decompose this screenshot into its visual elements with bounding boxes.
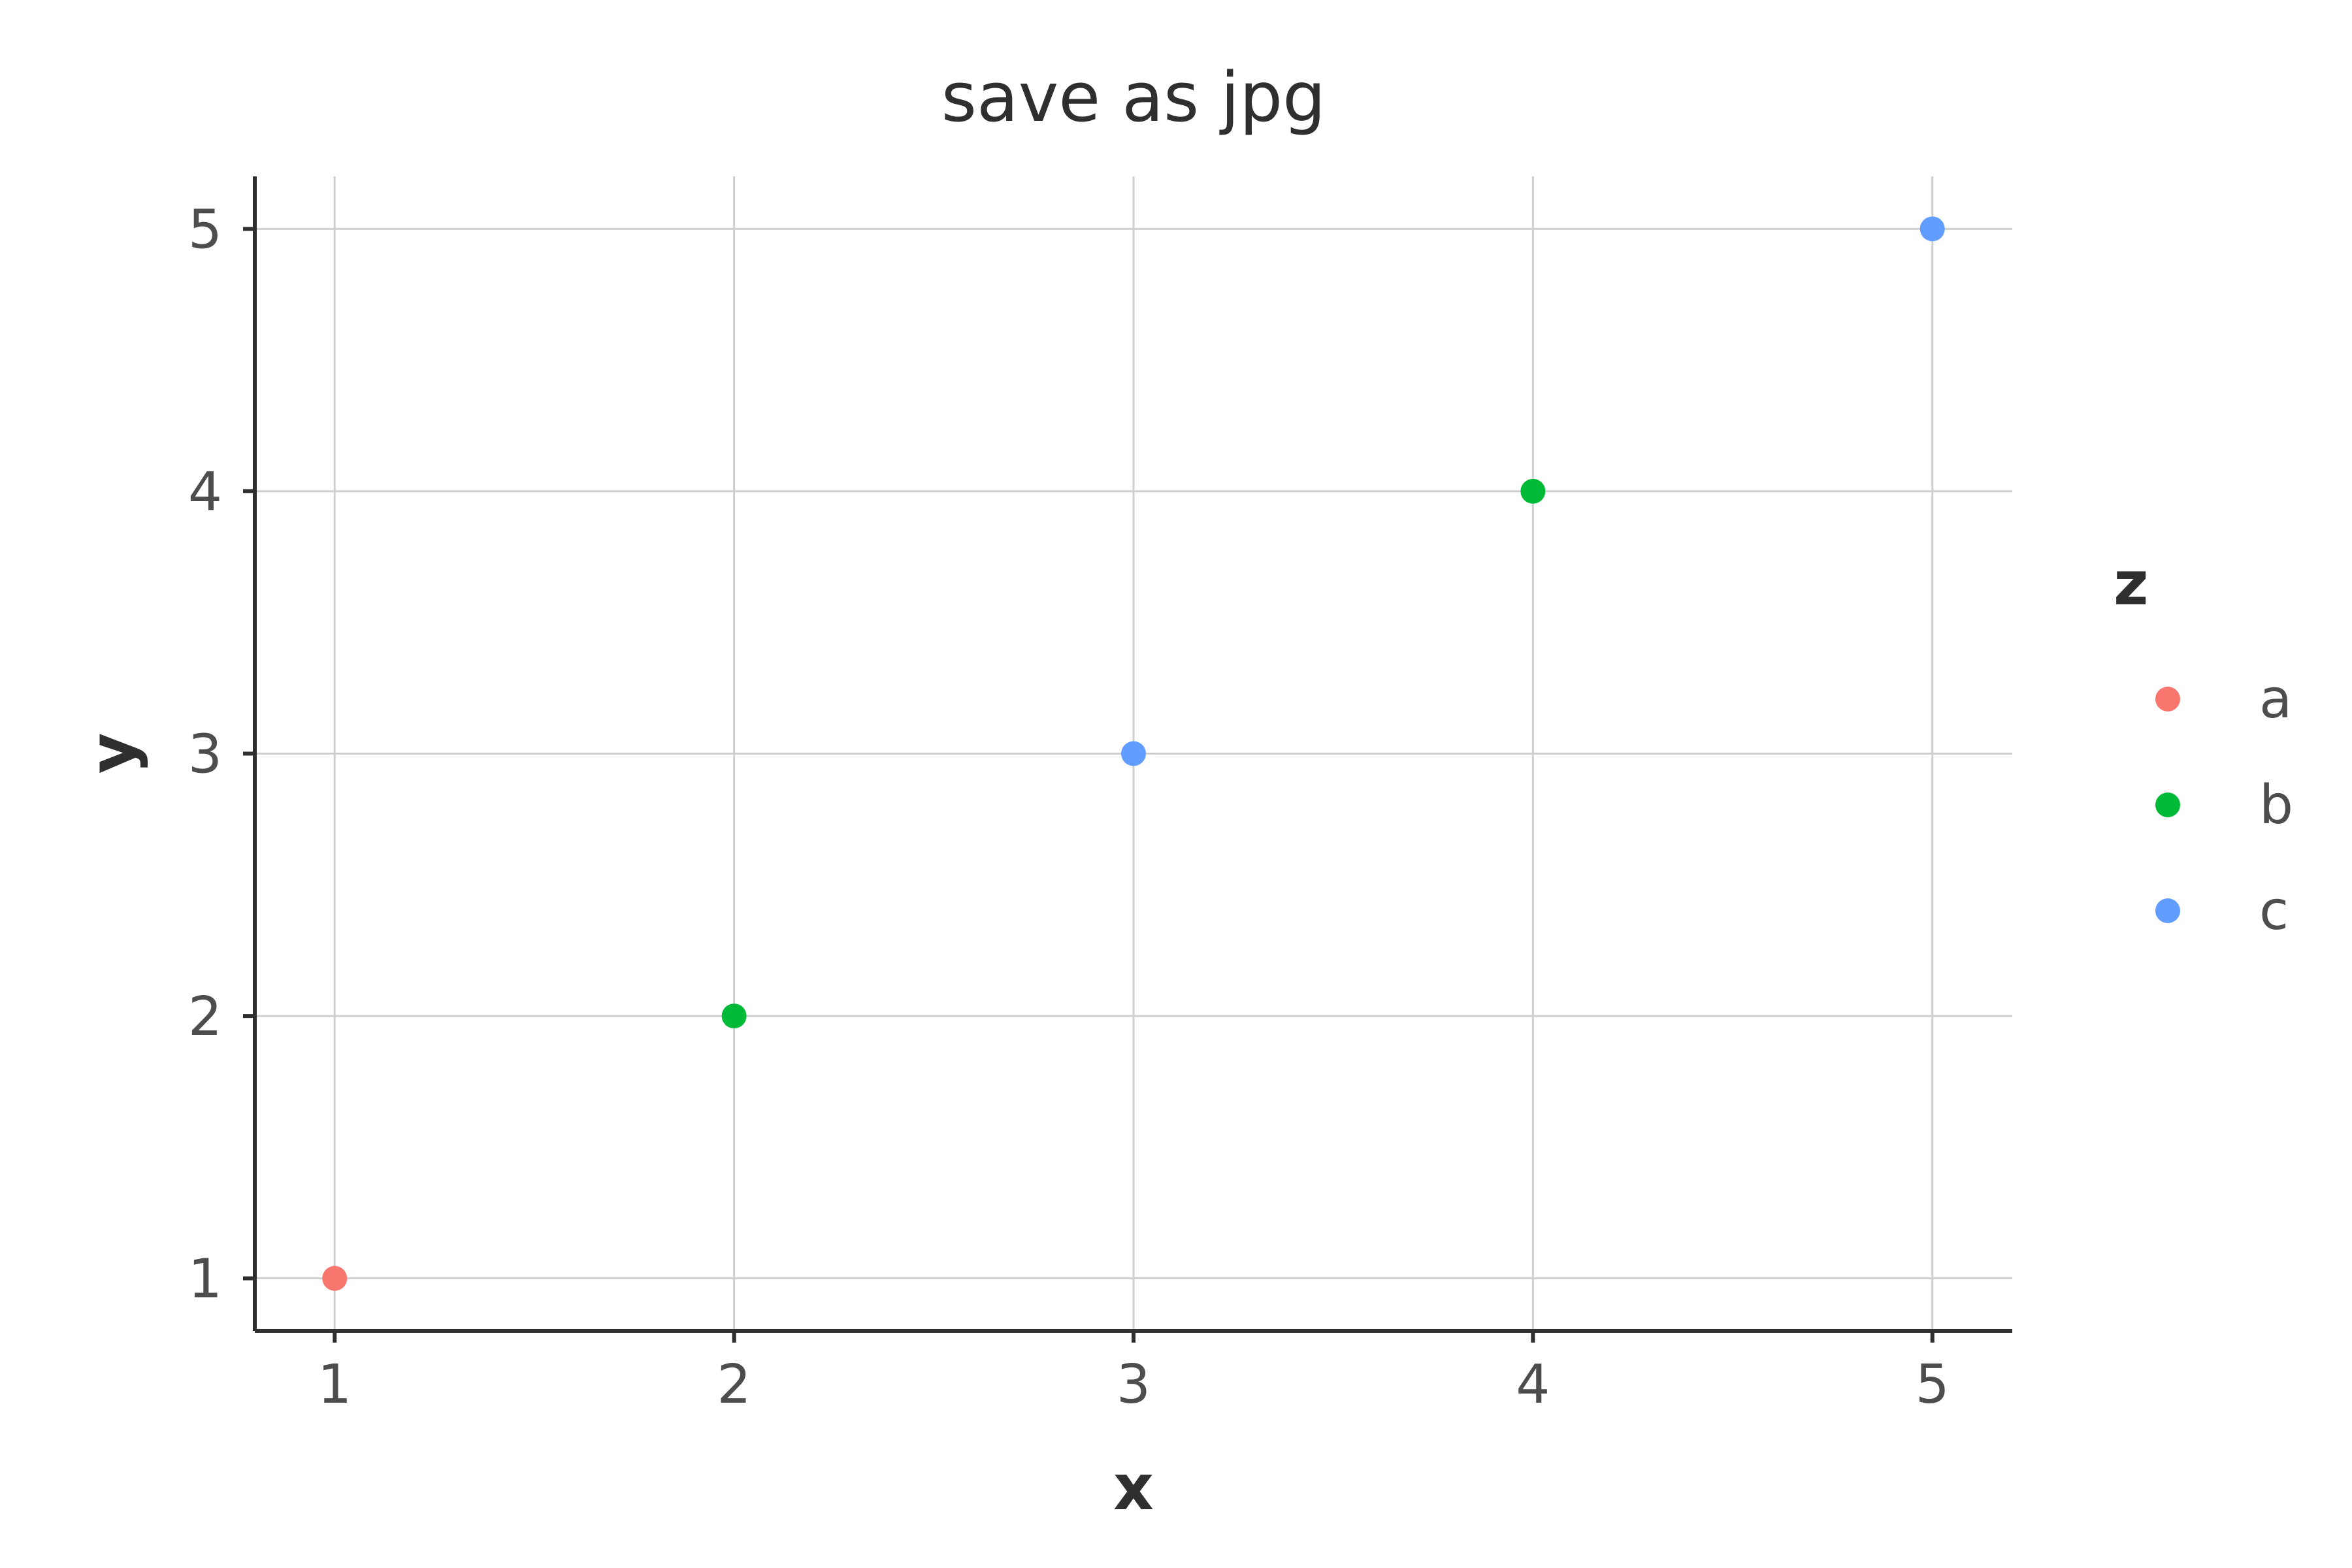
data-point-b: [1520, 478, 1546, 504]
data-points: [322, 216, 1945, 1291]
y-axis-title: y: [76, 733, 149, 774]
x-tick-label: 1: [318, 1354, 351, 1416]
ticks: 1 2 3 4 5 1 2 3 4 5: [188, 199, 1950, 1416]
y-tick-label: 3: [188, 724, 222, 786]
y-tick-label: 5: [188, 199, 222, 261]
legend-title: z: [2114, 549, 2149, 619]
x-tick-label: 2: [717, 1354, 751, 1416]
data-point-a: [322, 1266, 348, 1291]
y-tick-label: 2: [188, 986, 222, 1048]
legend-label-b: b: [2259, 774, 2293, 836]
x-tick-label: 3: [1117, 1354, 1151, 1416]
legend-swatch-b: [2155, 792, 2180, 817]
legend-label-c: c: [2259, 880, 2289, 942]
grid-lines: [255, 176, 2012, 1331]
y-tick-label: 1: [188, 1249, 222, 1311]
data-point-c: [1121, 741, 1146, 766]
legend-entries: abc: [2155, 668, 2293, 942]
data-point-c: [1919, 216, 1945, 242]
x-axis-title: x: [1113, 1451, 1154, 1524]
legend-swatch-a: [2155, 687, 2180, 711]
chart-title: save as jpg: [941, 57, 1326, 137]
x-tick-label: 5: [1916, 1354, 1950, 1416]
x-tick-label: 4: [1516, 1354, 1550, 1416]
legend: z abc: [2114, 549, 2293, 942]
y-tick-label: 4: [188, 461, 222, 523]
data-point-b: [721, 1004, 747, 1029]
legend-label-a: a: [2259, 668, 2292, 730]
legend-swatch-c: [2155, 898, 2180, 923]
